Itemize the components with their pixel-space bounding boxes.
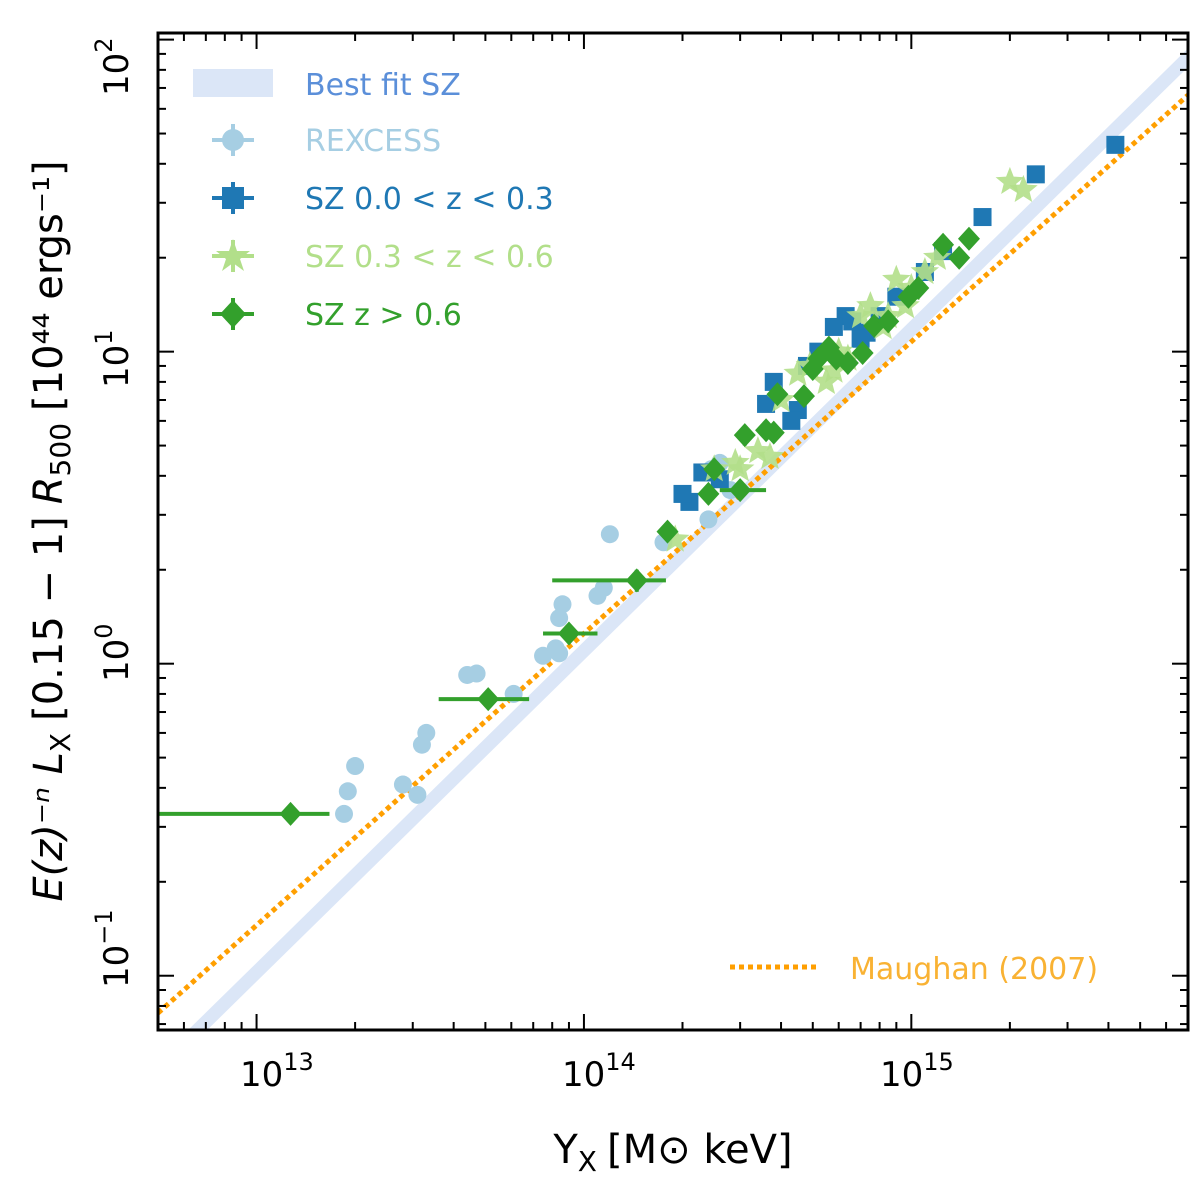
point-sz_high bbox=[948, 245, 971, 270]
plot-frame bbox=[156, 31, 1190, 1032]
point-rexcess bbox=[600, 525, 619, 544]
legend-swatch-sz-high bbox=[212, 298, 254, 330]
point-sz_high bbox=[477, 687, 500, 712]
point-sz_mid bbox=[882, 264, 911, 292]
point-sz_mid bbox=[819, 355, 849, 383]
point-sz_high bbox=[762, 420, 785, 445]
point-rexcess bbox=[393, 775, 412, 794]
point-rexcess bbox=[553, 595, 572, 614]
point-rexcess bbox=[550, 609, 569, 628]
point-sz_low bbox=[673, 484, 692, 503]
point-sz_high bbox=[557, 621, 580, 646]
y-tick-label-10: 101 bbox=[90, 329, 137, 388]
legend-label-rexcess: REXCESS bbox=[305, 124, 441, 159]
x-tick-label-1e14: 1014 bbox=[562, 1048, 636, 1095]
legend-swatch-sz-low bbox=[212, 182, 254, 214]
y-axis-title: E(z)⁻ⁿ LX[0.15 − 1]R500[10⁴⁴ ergs⁻¹] bbox=[26, 160, 77, 901]
legend-swatch-best-fit bbox=[193, 69, 273, 97]
point-sz_high bbox=[279, 801, 302, 826]
best-fit-band bbox=[188, 48, 1188, 1030]
point-sz_mid bbox=[995, 166, 1025, 194]
point-sz_high bbox=[766, 382, 789, 407]
legend-label-sz-mid: SZ 0.3 < z < 0.6 bbox=[305, 240, 554, 275]
point-rexcess bbox=[550, 644, 569, 663]
best-fit-band-layer bbox=[188, 48, 1188, 1030]
point-sz_mid bbox=[923, 242, 952, 270]
point-sz_mid bbox=[1009, 174, 1038, 202]
point-sz_high bbox=[703, 457, 726, 482]
point-sz_mid bbox=[743, 436, 773, 464]
legend-label-maughan: Maughan (2007) bbox=[850, 952, 1098, 987]
point-sz_high bbox=[932, 232, 955, 257]
point-sz_mid bbox=[783, 358, 813, 386]
legend-swatch-sz-mid bbox=[212, 239, 254, 272]
point-sz_high bbox=[851, 341, 874, 366]
point-sz_mid bbox=[721, 447, 750, 475]
point-sz_high bbox=[656, 519, 679, 544]
point-rexcess bbox=[346, 757, 365, 776]
x-tick-labels: 1013 1014 1015 bbox=[240, 1048, 954, 1095]
legend-label-sz-low: SZ 0.0 < z < 0.3 bbox=[305, 182, 554, 217]
point-sz_low bbox=[824, 317, 843, 336]
point-sz_mid bbox=[660, 524, 690, 552]
point-sz_high bbox=[625, 568, 648, 593]
legend: Best fit SZ REXCESS SZ 0.0 < z < 0.3 SZ … bbox=[193, 68, 1098, 987]
point-sz_high bbox=[792, 384, 815, 409]
y-tick-label-0.1: 10−1 bbox=[90, 909, 137, 988]
point-sz_low bbox=[973, 208, 992, 227]
point-rexcess bbox=[338, 782, 357, 801]
y-tick-label-1: 100 bbox=[90, 623, 137, 682]
x-tick-label-1e15: 1015 bbox=[880, 1048, 954, 1095]
point-rexcess bbox=[534, 646, 553, 665]
point-sz_low bbox=[851, 329, 870, 348]
point-sz_low bbox=[1026, 165, 1045, 184]
point-sz_low bbox=[782, 411, 801, 430]
point-sz_high bbox=[733, 423, 756, 448]
point-sz_mid bbox=[856, 291, 885, 319]
point-rexcess bbox=[458, 665, 477, 684]
point-sz_high bbox=[877, 309, 900, 334]
x-axis-title: YX [M⊙ keV] bbox=[552, 1127, 792, 1178]
y-tick-label-100: 102 bbox=[90, 37, 137, 96]
maughan-2007-line bbox=[158, 93, 1188, 1015]
y-tick-labels: 10−1 100 101 102 bbox=[90, 37, 137, 988]
point-sz_high bbox=[729, 478, 752, 503]
data-points-layer bbox=[158, 135, 1125, 826]
point-sz_mid bbox=[846, 301, 875, 329]
point-rexcess bbox=[699, 510, 718, 529]
point-rexcess bbox=[335, 804, 354, 823]
point-rexcess bbox=[412, 735, 431, 754]
maughan-line-layer bbox=[158, 93, 1188, 1015]
point-sz_high bbox=[957, 226, 980, 251]
plot-area bbox=[158, 48, 1188, 1030]
point-sz_high bbox=[836, 350, 859, 375]
point-sz_mid bbox=[910, 257, 940, 285]
point-sz_high bbox=[907, 275, 930, 300]
series-rexcess bbox=[335, 453, 740, 823]
legend-swatch-rexcess bbox=[212, 124, 254, 156]
point-rexcess bbox=[408, 785, 427, 804]
legend-label-best-fit: Best fit SZ bbox=[305, 68, 461, 103]
point-sz_low bbox=[1106, 135, 1125, 154]
series-sz_high bbox=[158, 226, 980, 826]
x-tick-label-1e13: 1013 bbox=[240, 1048, 314, 1095]
point-sz_mid bbox=[755, 441, 785, 469]
point-rexcess bbox=[594, 578, 613, 597]
point-sz_low bbox=[757, 394, 776, 413]
point-sz_high bbox=[697, 481, 720, 506]
legend-label-sz-high: SZ z > 0.6 bbox=[305, 298, 462, 333]
